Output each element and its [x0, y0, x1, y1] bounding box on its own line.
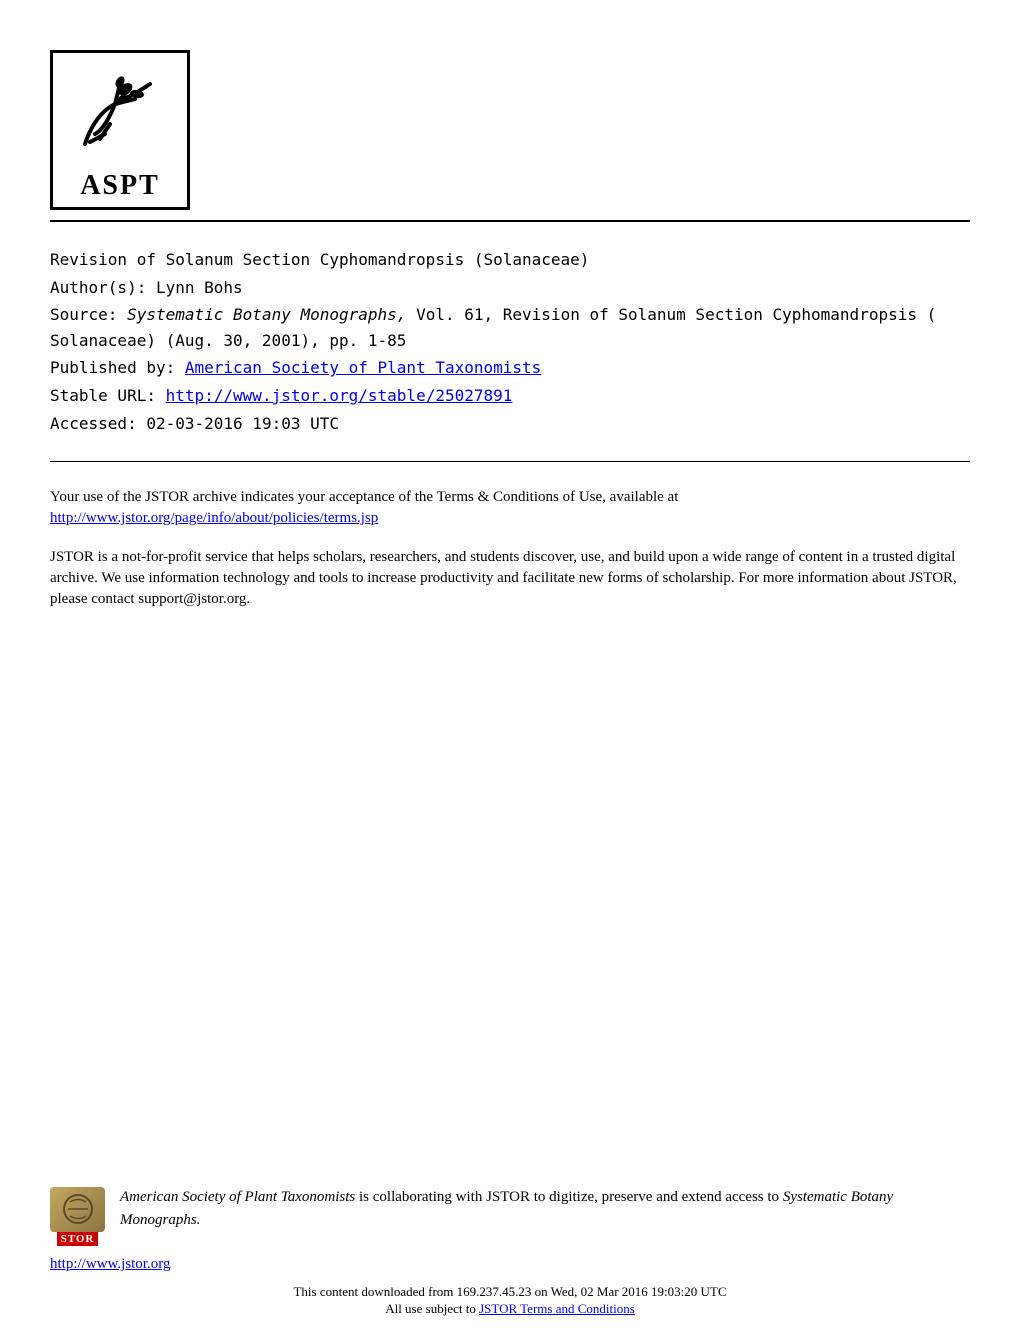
footer-publisher: American Society of Plant Taxonomists — [120, 1189, 355, 1205]
download-terms-link[interactable]: JSTOR Terms and Conditions — [479, 1301, 635, 1316]
metadata-block: Revision of Solanum Section Cyphomandrop… — [50, 247, 970, 436]
footer-jstor-link-row: http://www.jstor.org — [50, 1256, 970, 1273]
jstor-logo-label: STOR — [57, 1232, 99, 1246]
download-line-1: This content downloaded from 169.237.45.… — [0, 1284, 1020, 1301]
jstor-logo-icon — [50, 1187, 105, 1232]
stable-url-link[interactable]: http://www.jstor.org/stable/25027891 — [166, 386, 513, 405]
footer-collab-text: American Society of Plant Taxonomists is… — [120, 1186, 970, 1231]
footer-section: STOR American Society of Plant Taxonomis… — [50, 1186, 970, 1273]
terms-link[interactable]: http://www.jstor.org/page/info/about/pol… — [50, 510, 378, 526]
terms-prefix: Your use of the JSTOR archive indicates … — [50, 489, 678, 505]
publisher-row: Published by: American Society of Plant … — [50, 355, 970, 381]
source-label: Source: — [50, 305, 117, 324]
jstor-url-link[interactable]: http://www.jstor.org — [50, 1256, 170, 1272]
download-line-2-prefix: All use subject to — [385, 1301, 479, 1316]
download-info: This content downloaded from 169.237.45.… — [0, 1284, 1020, 1318]
publisher-link[interactable]: American Society of Plant Taxonomists — [185, 358, 541, 377]
accessed-row: Accessed: 02-03-2016 19:03 UTC — [50, 411, 970, 437]
footer-row: STOR American Society of Plant Taxonomis… — [50, 1186, 970, 1246]
authors-value: Lynn Bohs — [156, 278, 243, 297]
stable-url-label: Stable URL: — [50, 386, 156, 405]
article-title: Revision of Solanum Section Cyphomandrop… — [50, 247, 970, 273]
divider-top — [50, 220, 970, 222]
stable-url-row: Stable URL: http://www.jstor.org/stable/… — [50, 383, 970, 409]
authors-label: Author(s): — [50, 278, 146, 297]
source-journal: Systematic Botany Monographs, — [127, 305, 406, 324]
terms-paragraph-2: JSTOR is a not-for-profit service that h… — [50, 547, 970, 610]
source-row: Source: Systematic Botany Monographs, Vo… — [50, 302, 970, 353]
authors-row: Author(s): Lynn Bohs — [50, 275, 970, 301]
aspt-logo-container: ASPT — [50, 50, 190, 210]
jstor-logo: STOR — [50, 1186, 105, 1246]
divider-middle — [50, 461, 970, 462]
terms-paragraph-1: Your use of the JSTOR archive indicates … — [50, 487, 970, 529]
aspt-flower-icon — [58, 58, 182, 170]
footer-collab-middle: is collaborating with JSTOR to digitize,… — [355, 1189, 783, 1205]
aspt-logo-text: ASPT — [80, 170, 160, 202]
published-by-label: Published by: — [50, 358, 175, 377]
download-line-2: All use subject to JSTOR Terms and Condi… — [0, 1301, 1020, 1318]
accessed-label: Accessed: — [50, 414, 137, 433]
accessed-value: 02-03-2016 19:03 UTC — [146, 414, 339, 433]
